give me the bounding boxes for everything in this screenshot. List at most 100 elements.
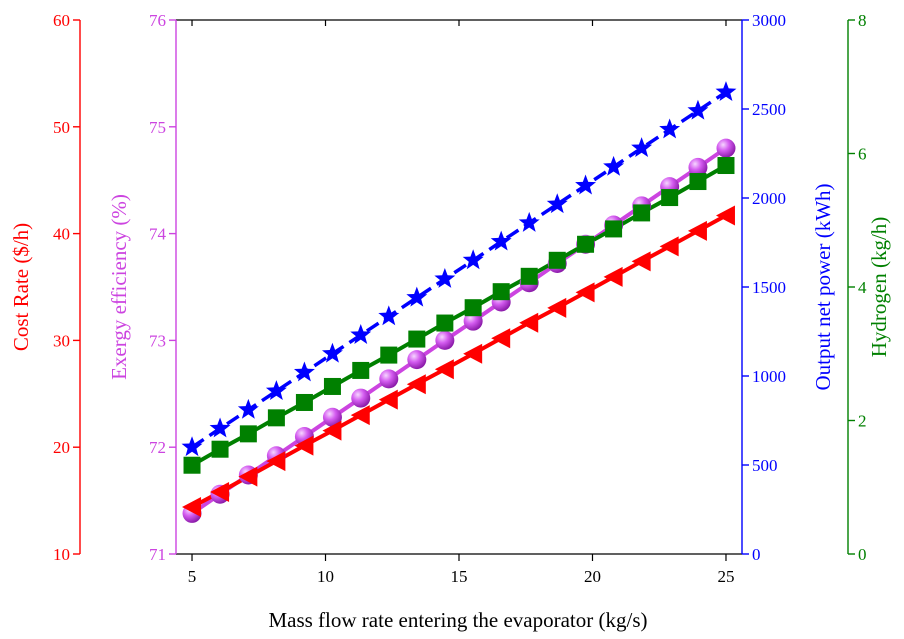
output-net-power-point xyxy=(687,99,709,120)
cost-rate-point xyxy=(491,328,511,349)
output-net-power-point xyxy=(321,342,343,363)
output-net-power-point xyxy=(265,380,287,401)
hydrogen-point xyxy=(211,440,229,458)
hydrogen-point xyxy=(577,235,595,253)
power-tick-label: 1000 xyxy=(752,367,786,386)
cost-rate-point xyxy=(603,266,623,287)
hydrogen-point xyxy=(520,267,538,285)
cost-rate-point xyxy=(266,451,286,472)
exergy-efficiency-point xyxy=(688,157,708,177)
cost-axis-title: Cost Rate ($/h) xyxy=(9,223,33,351)
output-net-power-point xyxy=(490,230,512,251)
exergy-efficiency-point xyxy=(322,407,342,427)
cost-tick-label: 30 xyxy=(53,331,70,350)
cost-rate-point xyxy=(210,482,230,503)
hydrogen-point xyxy=(464,299,482,317)
output-net-power-point xyxy=(518,211,540,232)
x-tick-label: 15 xyxy=(451,567,468,586)
exergy-tick-label: 75 xyxy=(149,118,166,137)
cost-rate-point xyxy=(434,359,454,380)
hydrogen-point xyxy=(267,409,285,427)
output-net-power-point xyxy=(293,361,315,382)
hydrogen-point xyxy=(295,393,313,411)
cost-rate-point xyxy=(715,205,735,226)
output-net-power-point xyxy=(715,81,737,101)
hydrogen-point xyxy=(323,377,341,395)
exergy-tick-label: 72 xyxy=(149,438,166,457)
output-net-power-point xyxy=(575,174,597,195)
output-net-power-point xyxy=(434,267,456,288)
cost-rate-point xyxy=(238,466,258,487)
hydrogen-point xyxy=(689,173,707,191)
cost-tick-label: 20 xyxy=(53,438,70,457)
output-net-power-point xyxy=(209,417,231,438)
hydrogen-point xyxy=(408,330,426,348)
cost-tick-label: 50 xyxy=(53,118,70,137)
hydrogen-point xyxy=(183,456,201,474)
power-tick-label: 2000 xyxy=(752,189,786,208)
hydrogen-point xyxy=(239,425,257,443)
hydrogen-point xyxy=(352,361,370,379)
cost-rate-point xyxy=(322,420,342,441)
cost-tick-label: 10 xyxy=(53,545,70,564)
hydrogen-point xyxy=(436,314,454,332)
x-tick-label: 5 xyxy=(188,567,197,586)
cost-rate-point xyxy=(659,236,679,257)
exergy-tick-label: 76 xyxy=(149,11,166,30)
exergy-tick-label: 71 xyxy=(149,545,166,564)
hydrogen-point xyxy=(380,346,398,364)
power-tick-label: 500 xyxy=(752,456,778,475)
cost-tick-label: 60 xyxy=(53,11,70,30)
hydrogen-tick-label: 6 xyxy=(858,145,867,164)
output-net-power-point xyxy=(181,436,203,457)
x-axis-title: Mass flow rate entering the evaporator (… xyxy=(268,608,647,632)
cost-rate-point xyxy=(687,220,707,241)
power-axis-title: Output net power (kWh) xyxy=(811,183,835,390)
output-net-power-point xyxy=(659,118,681,139)
hydrogen-point xyxy=(548,251,566,269)
hydrogen-tick-label: 4 xyxy=(858,278,867,297)
exergy-efficiency-point xyxy=(407,350,427,370)
exergy-efficiency-point xyxy=(351,388,371,408)
cost-rate-point xyxy=(463,343,483,364)
cost-rate-point xyxy=(378,389,398,410)
exergy-axis-title: Exergy efficiency (%) xyxy=(107,194,131,380)
hydrogen-tick-label: 8 xyxy=(858,11,867,30)
output-net-power-point xyxy=(378,305,400,326)
hydrogen-point xyxy=(492,283,510,301)
exergy-efficiency-point xyxy=(463,311,483,331)
power-tick-label: 2500 xyxy=(752,100,786,119)
cost-rate-point xyxy=(631,251,651,272)
hydrogen-point xyxy=(633,204,651,222)
exergy-tick-label: 74 xyxy=(149,225,167,244)
output-net-power-point xyxy=(631,137,653,158)
exergy-efficiency-point xyxy=(435,330,455,350)
cost-tick-label: 40 xyxy=(53,225,70,244)
cost-rate-point xyxy=(547,297,567,318)
power-tick-label: 0 xyxy=(752,545,761,564)
cost-rate-point xyxy=(350,405,370,426)
cost-rate-point xyxy=(294,435,314,456)
cost-rate-point xyxy=(575,282,595,303)
cost-rate-point xyxy=(519,312,539,333)
hydrogen-point xyxy=(717,157,735,175)
x-tick-label: 25 xyxy=(717,567,734,586)
output-net-power-point xyxy=(603,155,625,176)
output-net-power-point xyxy=(237,398,259,419)
hydrogen-tick-label: 2 xyxy=(858,412,867,431)
exergy-tick-label: 73 xyxy=(149,331,166,350)
output-net-power-point xyxy=(406,286,428,307)
cost-rate-point xyxy=(406,374,426,395)
output-net-power-point xyxy=(350,324,372,344)
output-net-power-point xyxy=(462,249,484,270)
power-tick-label: 1500 xyxy=(752,278,786,297)
x-tick-label: 10 xyxy=(317,567,334,586)
hydrogen-axis-title: Hydrogen (kg/h) xyxy=(867,217,891,358)
cost-rate-point xyxy=(182,497,202,518)
output-net-power-point xyxy=(546,193,568,214)
series-markers-layer xyxy=(181,81,737,523)
x-tick-label: 20 xyxy=(584,567,601,586)
